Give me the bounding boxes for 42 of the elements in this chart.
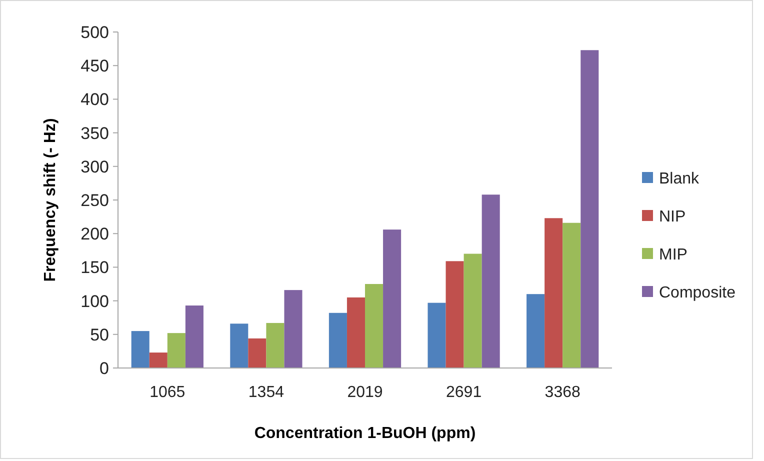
x-tick-label: 2691: [446, 384, 482, 401]
bar: [526, 294, 545, 368]
bar: [185, 306, 204, 368]
bar: [266, 322, 284, 368]
bar: [464, 254, 482, 368]
bar: [167, 333, 186, 368]
y-tick-label: 250: [80, 190, 109, 210]
x-tick-label: 1065: [150, 384, 186, 401]
bar: [383, 230, 402, 368]
y-tick-label: 200: [80, 224, 109, 244]
y-tick-label: 0: [100, 358, 109, 378]
bar: [562, 222, 581, 368]
bar: [328, 312, 347, 368]
legend-label: Composite: [659, 284, 736, 302]
y-tick-label: 50: [90, 325, 109, 344]
y-tick-label: 350: [80, 124, 109, 143]
bar: [346, 297, 365, 368]
x-tick-label: 3368: [544, 384, 580, 401]
bar: [365, 284, 384, 368]
legend-label: Blank: [659, 170, 700, 188]
bar: [149, 352, 168, 368]
bar: [248, 338, 266, 368]
bar: [544, 218, 563, 368]
x-axis-title: Concentration 1-BuOH (ppm): [254, 425, 476, 442]
x-tick-label: 2019: [347, 384, 383, 401]
bar: [446, 261, 464, 368]
y-tick-label: 400: [80, 90, 109, 110]
bar: [428, 302, 446, 368]
y-tick-label: 300: [80, 157, 109, 176]
y-tick-label: 150: [80, 258, 109, 278]
bar: [131, 331, 150, 368]
bar: [284, 290, 302, 368]
y-tick-label: 500: [80, 22, 109, 42]
y-tick-label: 450: [80, 56, 109, 76]
bar: [482, 194, 500, 368]
y-axis-title: Frequency shift (- Hz): [42, 118, 59, 282]
x-tick-label: 1354: [248, 384, 284, 401]
bar: [580, 50, 599, 368]
bar: [230, 324, 248, 368]
legend-label: NIP: [659, 208, 686, 226]
y-tick-label: 100: [80, 292, 109, 311]
legend-label: MIP: [659, 246, 688, 264]
